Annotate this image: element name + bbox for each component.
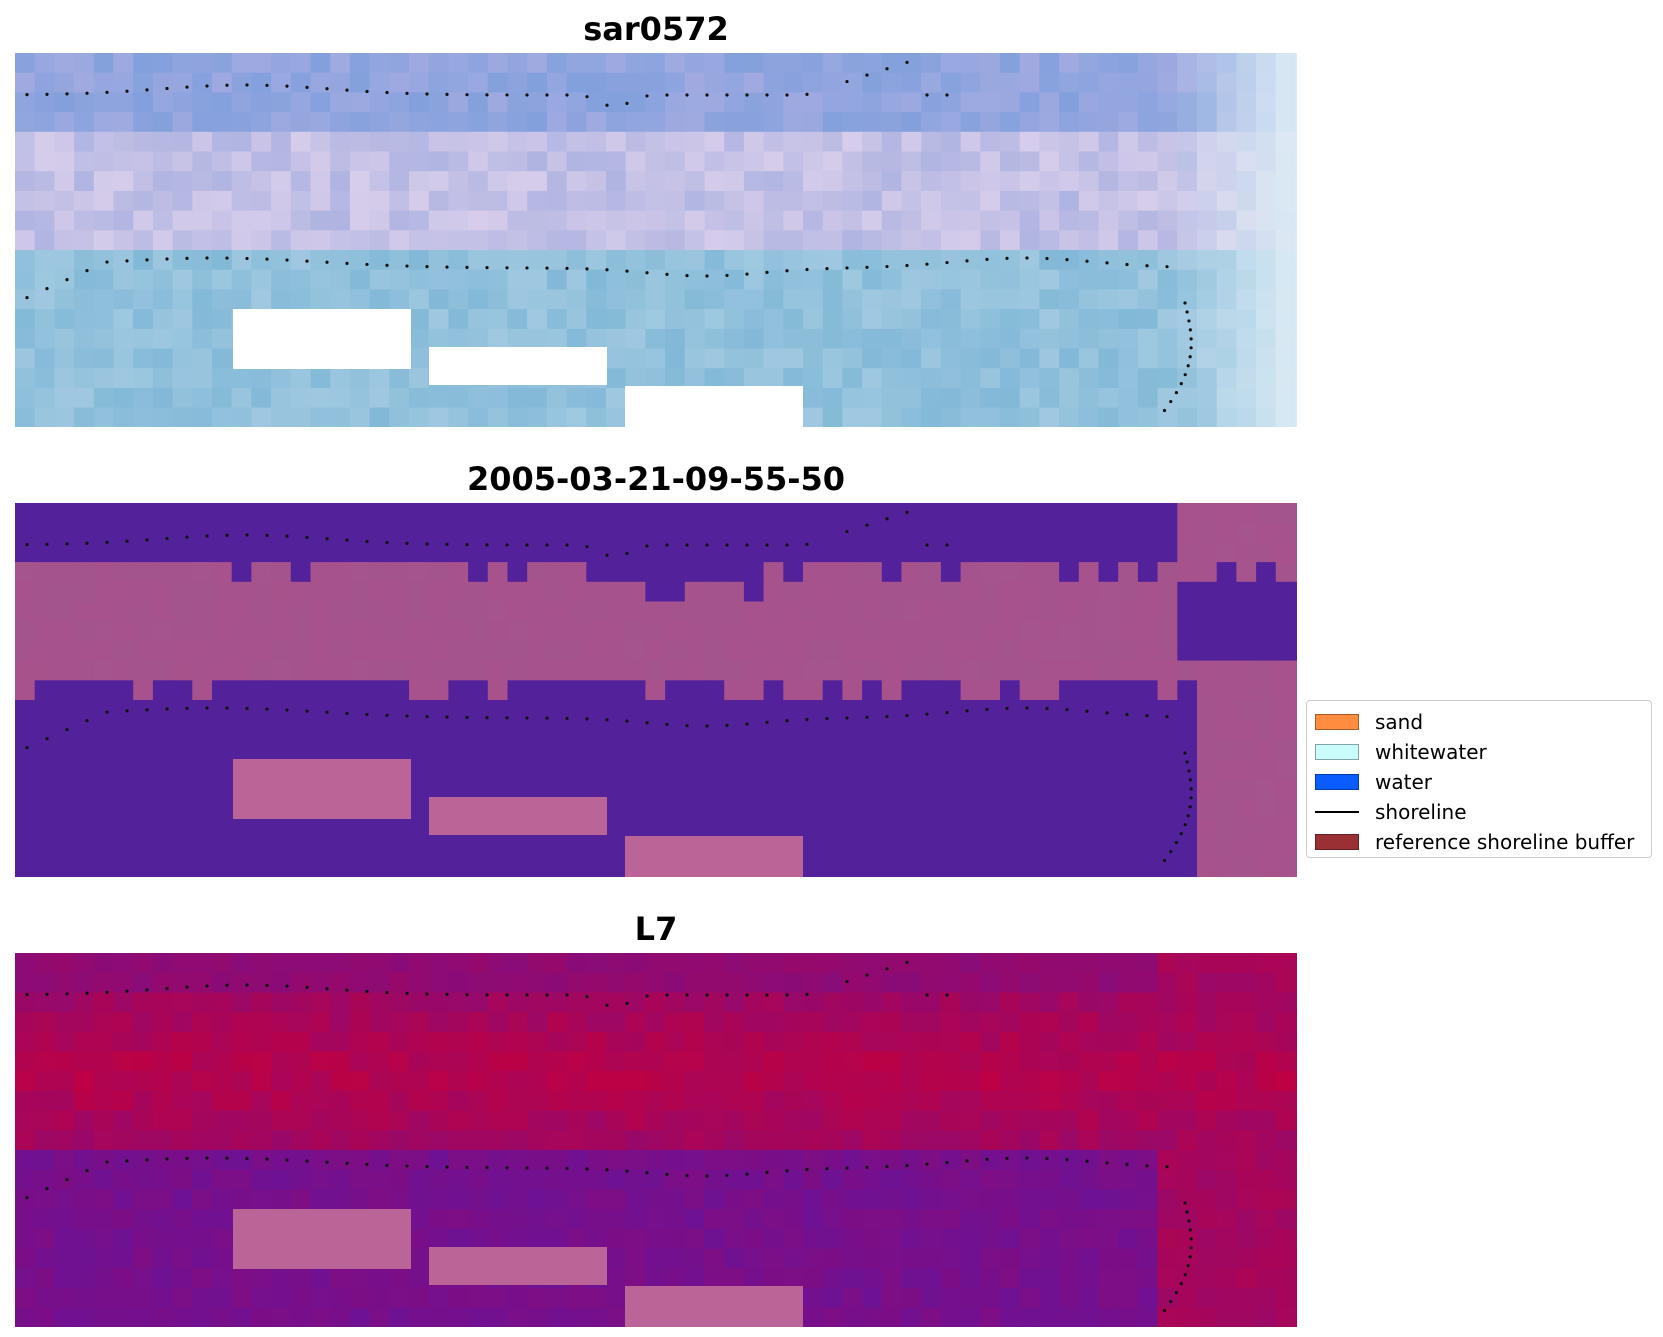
buffer-swatch	[1315, 834, 1359, 850]
legend-item-reference-shoreline-buffer: reference shoreline buffer	[1315, 827, 1643, 857]
legend-item-water: water	[1315, 767, 1643, 797]
whitewater-swatch	[1315, 744, 1359, 760]
legend-label: reference shoreline buffer	[1375, 830, 1635, 854]
panel-title-classified: 2005-03-21-09-55-50	[466, 460, 846, 498]
legend-label: sand	[1375, 710, 1424, 734]
legend-item-sand: sand	[1315, 707, 1643, 737]
water-swatch	[1315, 774, 1359, 790]
classified-image	[15, 503, 1297, 877]
legend-item-shoreline: shoreline	[1315, 797, 1643, 827]
legend-item-whitewater: whitewater	[1315, 737, 1643, 767]
legend-label: whitewater	[1375, 740, 1487, 764]
sand-swatch	[1315, 714, 1359, 730]
panel-title-rgb: sar0572	[583, 10, 729, 48]
legend: sand whitewater water shoreline referenc…	[1306, 700, 1652, 858]
panel-title-index: L7	[634, 910, 678, 948]
rgb-image	[15, 53, 1297, 427]
legend-label: shoreline	[1375, 800, 1467, 824]
legend-label: water	[1375, 770, 1432, 794]
shoreline-line-swatch	[1315, 811, 1359, 813]
index-image	[15, 953, 1297, 1327]
